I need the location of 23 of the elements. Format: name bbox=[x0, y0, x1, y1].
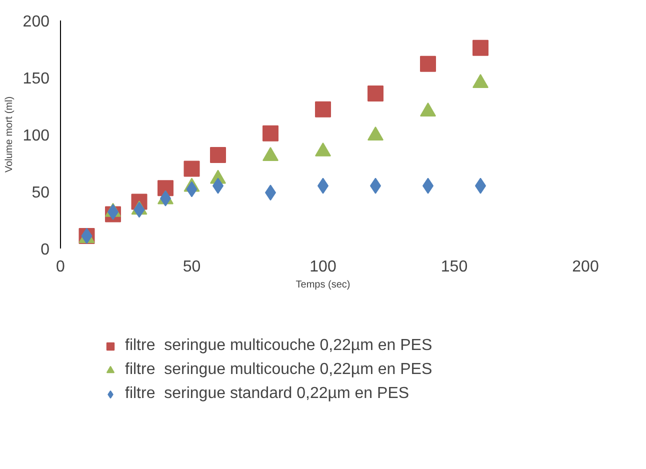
y-tick-label: 200 bbox=[22, 14, 50, 30]
legend-label: filtre seringue multicouche 0,22µm en PES bbox=[125, 337, 432, 355]
legend-label: filtre seringue multicouche 0,22µm en PES bbox=[125, 361, 432, 379]
point bbox=[368, 85, 384, 102]
legend-label: filtre seringue standard 0,22µm en PES bbox=[125, 385, 410, 403]
point bbox=[315, 101, 331, 118]
point bbox=[262, 125, 278, 142]
point bbox=[472, 40, 488, 56]
x-tick-label: 100 bbox=[310, 258, 336, 276]
x-tick-label: 50 bbox=[182, 258, 201, 276]
point bbox=[158, 180, 174, 196]
y-tick-label: 150 bbox=[22, 70, 50, 88]
y-tick-label: 100 bbox=[22, 128, 50, 144]
point bbox=[420, 56, 436, 72]
x-tick-label: 200 bbox=[572, 258, 599, 276]
point bbox=[184, 160, 200, 177]
x-tick-label: 0 bbox=[56, 258, 66, 276]
point bbox=[210, 147, 226, 164]
y-tick-label: 50 bbox=[32, 184, 50, 202]
y-axis-title: Volume mort (ml) bbox=[4, 96, 15, 173]
x-tick-label: 150 bbox=[440, 258, 468, 276]
x-axis-title: Temps (sec) bbox=[296, 280, 350, 290]
y-tick-label: 0 bbox=[40, 242, 50, 258]
